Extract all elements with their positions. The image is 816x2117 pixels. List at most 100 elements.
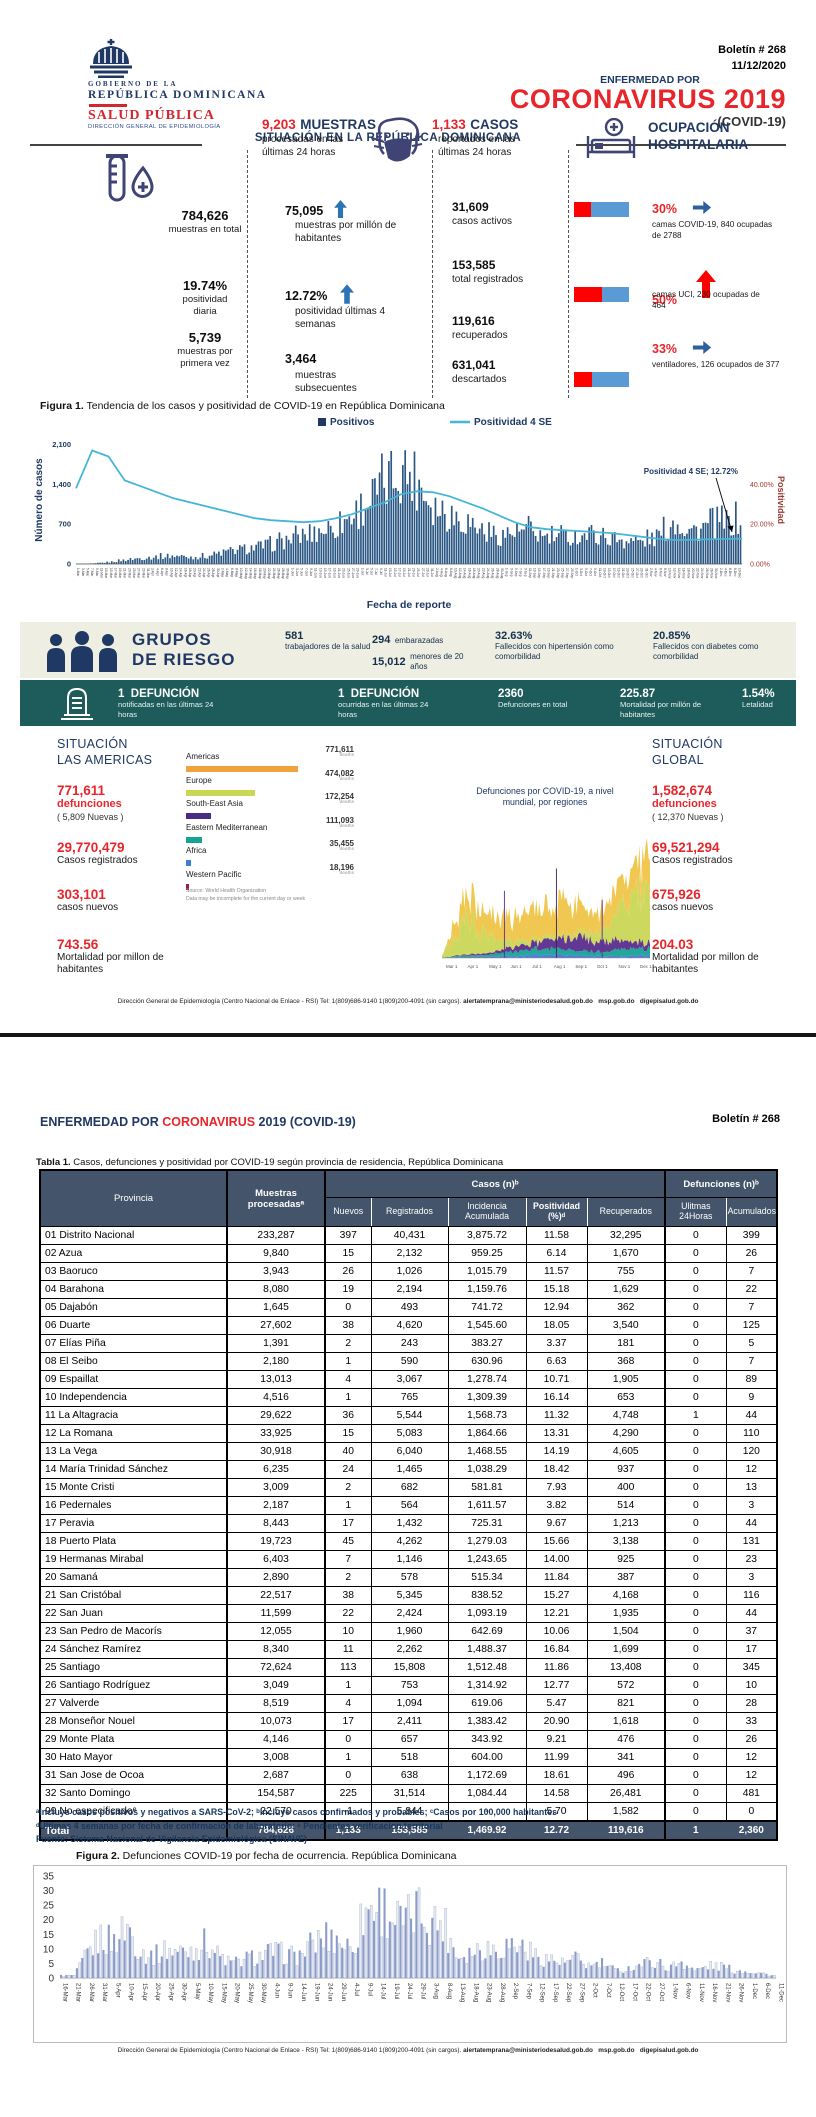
header-registrados: Registrados bbox=[370, 1197, 449, 1227]
svg-text:4-Apr: 4-Apr bbox=[155, 568, 159, 577]
global-deaths-label: defunciones bbox=[652, 797, 717, 810]
daily-positivity-label: positividad diaria bbox=[182, 294, 228, 317]
first-time-samples-value: 5,739 bbox=[188, 330, 222, 345]
cell-value: 24 bbox=[324, 1460, 372, 1479]
svg-text:5: 5 bbox=[48, 1959, 54, 1970]
svg-text:2-Aug: 2-Aug bbox=[435, 568, 439, 577]
cell-value: 0 bbox=[664, 1352, 727, 1371]
cell-value: 1 bbox=[324, 1496, 372, 1515]
cell-value: 3.37 bbox=[525, 1334, 588, 1353]
footer-text: Dirección General de Epidemiología (Cent… bbox=[117, 998, 464, 1005]
cell-value: 11.57 bbox=[525, 1262, 588, 1281]
svg-text:22-May: 22-May bbox=[267, 568, 271, 579]
cell-value: 72,624 bbox=[226, 1658, 326, 1677]
right-arrow-icon bbox=[693, 201, 712, 214]
header-acumulados: Acumulados bbox=[725, 1197, 778, 1227]
cell-value: 26 bbox=[725, 1244, 778, 1263]
cell-value: 0 bbox=[324, 1766, 372, 1785]
deaths-band: 1 DEFUNCIÓN notificadas en las últimas 2… bbox=[20, 680, 796, 726]
covid-beds-label: camas COVID-19, 840 ocupadas de 2788 bbox=[652, 220, 773, 240]
svg-text:20-Apr: 20-Apr bbox=[154, 1983, 160, 2001]
cases-headline-value: 1,133 bbox=[432, 117, 466, 132]
cell-value: 0 bbox=[664, 1424, 727, 1443]
svg-text:10-Nov: 10-Nov bbox=[668, 568, 672, 579]
cell-value: 0 bbox=[664, 1550, 727, 1569]
cell-value: 642.69 bbox=[447, 1622, 527, 1641]
global-new-cases: 675,926 bbox=[652, 887, 701, 902]
risk-title: GRUPOS DE RIESGO bbox=[132, 630, 235, 669]
cell-value: 0 bbox=[664, 1262, 727, 1281]
cell-value: 11.84 bbox=[525, 1568, 588, 1587]
svg-text:27-Sep: 27-Sep bbox=[578, 1983, 584, 2003]
table-row: 20 Samaná 2,890 2 578 515.34 11.84 387 0 3 bbox=[39, 1568, 778, 1587]
svg-text:28-Aug: 28-Aug bbox=[499, 1983, 505, 2002]
cell-value: 131 bbox=[725, 1532, 778, 1551]
svg-text:40.00%: 40.00% bbox=[750, 482, 774, 489]
svg-text:15-May: 15-May bbox=[220, 1983, 226, 2003]
svg-text:27-Oct: 27-Oct bbox=[635, 568, 639, 578]
svg-text:17-Jun: 17-Jun bbox=[328, 568, 332, 578]
cell-value: 28 bbox=[725, 1694, 778, 1713]
cell-provincia: 26 Santiago Rodríguez bbox=[39, 1676, 228, 1695]
risk-title-line2: DE RIESGO bbox=[132, 649, 236, 669]
svg-text:13-Jun: 13-Jun bbox=[318, 568, 322, 578]
cell-value: 44 bbox=[725, 1406, 778, 1425]
global-column: SITUACIÓN GLOBAL 1,582,674 defunciones ( … bbox=[652, 736, 792, 977]
header-defunciones-group: Defunciones (n)ᵇ bbox=[664, 1169, 778, 1198]
world-chart-title-line1: Defunciones por COVID-19, a nivel bbox=[476, 786, 614, 796]
svg-text:16-Apr: 16-Apr bbox=[183, 568, 187, 579]
cell-value: 12 bbox=[725, 1460, 778, 1479]
cell-value: 1,146 bbox=[370, 1550, 449, 1569]
region-bar bbox=[186, 766, 298, 772]
svg-text:26-Aug: 26-Aug bbox=[491, 568, 495, 579]
cell-value: 630.96 bbox=[447, 1352, 527, 1371]
disease-main-title: CORONAVIRUS 2019 bbox=[509, 84, 786, 114]
svg-text:9-Jul: 9-Jul bbox=[379, 568, 383, 575]
svg-text:35: 35 bbox=[43, 1872, 55, 1883]
cell-provincia: 11 La Altagracia bbox=[39, 1406, 228, 1425]
svg-text:8-Dec: 8-Dec bbox=[733, 568, 737, 577]
svg-text:25-Oct: 25-Oct bbox=[630, 568, 634, 578]
svg-text:30-Nov: 30-Nov bbox=[714, 568, 718, 579]
svg-text:19-Oct: 19-Oct bbox=[616, 568, 620, 578]
cell-value: 578 bbox=[370, 1568, 449, 1587]
svg-text:1-Dec: 1-Dec bbox=[751, 1983, 757, 1999]
cell-value: 1,504 bbox=[586, 1622, 666, 1641]
cell-value: 7 bbox=[324, 1550, 372, 1569]
header-recuperados: Recuperados bbox=[586, 1197, 666, 1227]
cell-value: 1,582 bbox=[586, 1802, 666, 1822]
page-2: ENFERMEDAD POR CORONAVIRUS 2019 (COVID-1… bbox=[0, 1037, 816, 2117]
svg-text:24-Aug: 24-Aug bbox=[486, 568, 490, 579]
region-item: Eastern Mediterranean 111,093 deaths bbox=[186, 816, 354, 843]
svg-text:4-Jun: 4-Jun bbox=[274, 1983, 280, 1998]
cell-value: 0 bbox=[664, 1568, 727, 1587]
svg-text:26-Nov: 26-Nov bbox=[705, 568, 709, 579]
cell-provincia: 27 Valverde bbox=[39, 1694, 228, 1713]
svg-text:Nov 1: Nov 1 bbox=[618, 964, 630, 969]
up-arrow-icon bbox=[333, 200, 347, 218]
cell-value: 26,481 bbox=[586, 1784, 666, 1803]
cell-value: 619.06 bbox=[447, 1694, 527, 1713]
cell-value: 8,443 bbox=[226, 1514, 326, 1533]
processed-headline: 9,203 MUESTRAS bbox=[262, 116, 427, 134]
svg-text:24-Jun: 24-Jun bbox=[327, 1983, 333, 2001]
svg-text:12-May: 12-May bbox=[244, 568, 248, 579]
risk-diabetes: 20.85% Fallecidos con diabetes como como… bbox=[653, 630, 778, 662]
svg-text:25-Sep: 25-Sep bbox=[561, 568, 565, 579]
cell-value: 110 bbox=[725, 1424, 778, 1443]
svg-text:30-Apr: 30-Apr bbox=[181, 1983, 187, 2001]
svg-text:11-Sep: 11-Sep bbox=[528, 568, 532, 578]
cell-provincia: 03 Baoruco bbox=[39, 1262, 228, 1281]
cell-value: 1,935 bbox=[586, 1604, 666, 1623]
svg-text:19-Jul: 19-Jul bbox=[402, 568, 406, 577]
svg-text:30-May: 30-May bbox=[260, 1983, 266, 2003]
table-row: 21 San Cristóbal 22,517 38 5,345 838.52 15.27… bbox=[39, 1586, 778, 1605]
svg-text:4-Dec: 4-Dec bbox=[724, 568, 728, 577]
regions-source-line2: Data may be incomplete for the current d… bbox=[186, 895, 306, 902]
svg-text:Positividad: Positividad bbox=[776, 476, 786, 524]
svg-text:Aug 1: Aug 1 bbox=[554, 964, 566, 969]
svg-text:27-Jun: 27-Jun bbox=[351, 568, 355, 578]
svg-text:10-May: 10-May bbox=[207, 1983, 213, 2003]
table-row: 09 Espaillat 13,013 4 3,067 1,278.74 10.71 1,9… bbox=[39, 1370, 778, 1389]
svg-text:29-Sep: 29-Sep bbox=[570, 568, 574, 579]
